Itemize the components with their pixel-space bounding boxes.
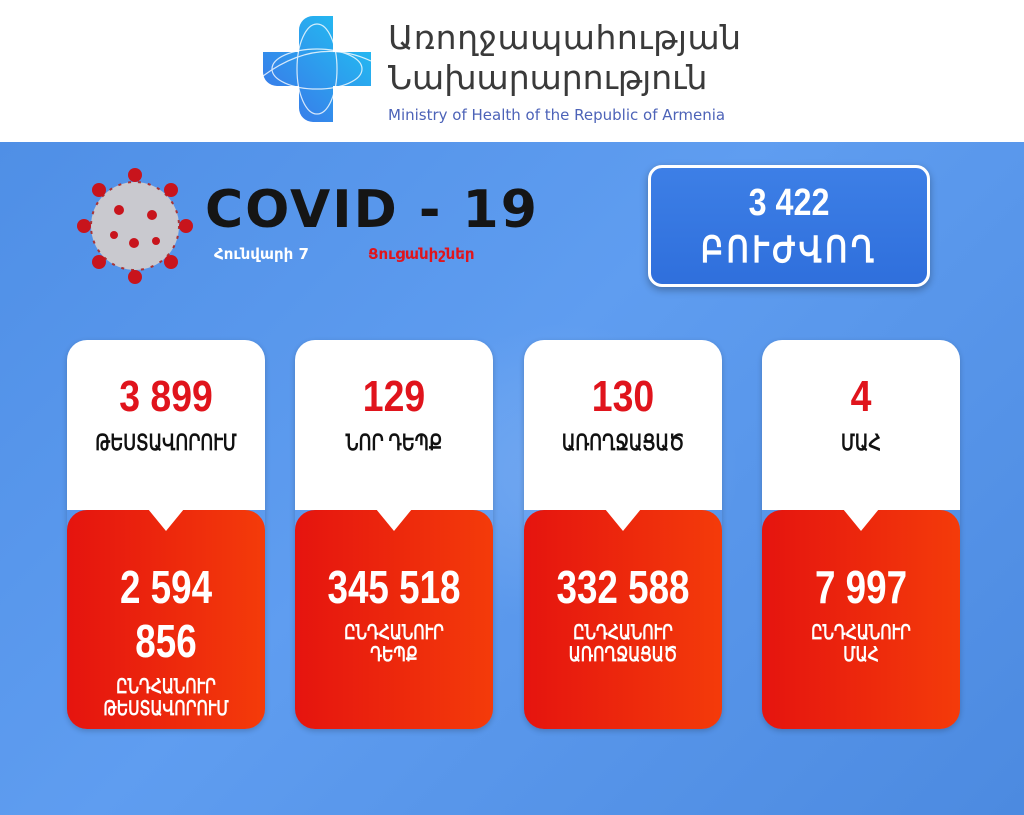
recovered-value: 3 422	[748, 182, 830, 224]
indicators-label: Ցուցանիշներ	[368, 245, 475, 263]
card-tests: 3 899 ԹԵՍՏԱՎՈՐՈՒՄ 2 594 856 ԸՆԴՀԱՆՈՒՐ ԹԵՍՏԱ…	[67, 340, 265, 729]
total-value: 345 518	[327, 561, 461, 613]
total-label-line2: ԹԵՍՏԱՎՈՐՈՒՄ	[103, 698, 229, 720]
daily-label: ԹԵՍՏԱՎՈՐՈՒՄ	[95, 430, 237, 455]
ministry-logo-cross-icon	[263, 16, 371, 122]
total-label: ԸՆԴՀԱՆՈՒՐ ՄԱՀ	[784, 622, 938, 666]
total-label-line1: ԸՆԴՀԱՆՈՒՐ	[344, 622, 444, 644]
daily-label: ՄԱՀ	[840, 430, 881, 455]
org-name-line1: Առողջապահության	[388, 18, 742, 57]
total-label: ԸՆԴՀԱՆՈՒՐ ԱՌՈՂՋԱՑԱԾ	[546, 622, 700, 666]
recovered-label: ԲՈՒԺՎՈՂ	[700, 229, 878, 270]
total-label-line2: ԱՌՈՂՋԱՑԱԾ	[568, 644, 678, 666]
report-date: Հունվարի 7	[214, 245, 309, 263]
daily-value: 130	[591, 372, 655, 421]
total-label-line1: ԸՆԴՀԱՆՈՒՐ	[116, 676, 216, 698]
total-label-line1: ԸՆԴՀԱՆՈՒՐ	[573, 622, 673, 644]
card-recovered: 130 ԱՌՈՂՋԱՑԱԾ 332 588 ԸՆԴՀԱՆՈՒՐ ԱՌՈՂՋԱՑԱԾ	[524, 340, 722, 729]
covid-heading: COVID - 19	[205, 180, 539, 240]
daily-label: ԱՌՈՂՋԱՑԱԾ	[561, 430, 685, 455]
coronavirus-icon	[77, 168, 193, 284]
total-value: 332 588	[556, 561, 690, 613]
total-label-line2: ԴԵՊՔ	[370, 644, 418, 666]
daily-value: 3 899	[119, 372, 213, 421]
org-name-line2: Նախարարություն	[388, 58, 708, 97]
daily-value: 4	[850, 372, 872, 421]
card-new-cases: 129 ՆՈՐ ԴԵՊՔ 345 518 ԸՆԴՀԱՆՈՒՐ ԴԵՊՔ	[295, 340, 493, 729]
total-label-line1: ԸՆԴՀԱՆՈՒՐ	[811, 622, 911, 644]
total-value: 2 594 856	[119, 561, 213, 667]
total-label: ԸՆԴՀԱՆՈՒՐ ԹԵՍՏԱՎՈՐՈՒՄ	[89, 676, 243, 720]
recovered-badge: 3 422 ԲՈՒԺՎՈՂ	[648, 165, 930, 287]
card-deaths: 4 ՄԱՀ 7 997 ԸՆԴՀԱՆՈՒՐ ՄԱՀ	[762, 340, 960, 729]
total-value: 7 997	[814, 561, 908, 613]
total-label: ԸՆԴՀԱՆՈՒՐ ԴԵՊՔ	[317, 622, 471, 666]
daily-label: ՆՈՐ ԴԵՊՔ	[345, 430, 443, 455]
header: Առողջապահության Նախարարություն Ministry …	[0, 0, 1024, 142]
daily-value: 129	[362, 372, 426, 421]
org-name-english: Ministry of Health of the Republic of Ar…	[388, 106, 726, 124]
total-label-line2: ՄԱՀ	[843, 644, 879, 666]
